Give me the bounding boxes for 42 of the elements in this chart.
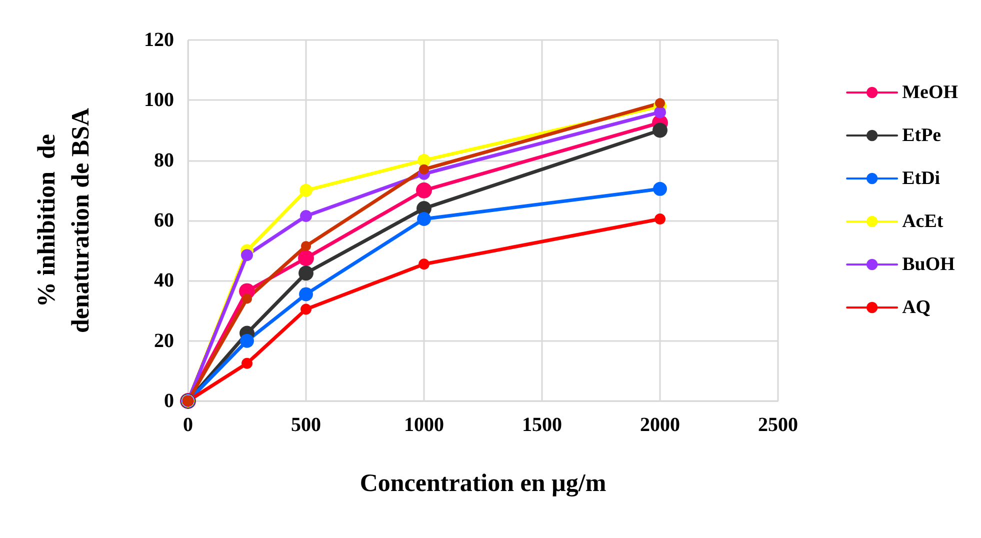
legend-label: BuOH — [902, 254, 956, 275]
point — [652, 122, 668, 138]
x-tick-label: 2000 — [640, 414, 680, 436]
x-tick-label: 1500 — [522, 414, 562, 436]
legend-label: AcEt — [902, 211, 944, 232]
x-tick-label: 500 — [291, 414, 321, 436]
y-tick-label: 120 — [144, 29, 174, 51]
y-tick-label: 20 — [154, 330, 174, 352]
y-tick-label: 80 — [154, 149, 174, 172]
point — [418, 154, 430, 167]
point — [242, 294, 252, 304]
point — [655, 98, 665, 108]
point — [299, 287, 313, 302]
legend-label: MeOH — [902, 82, 958, 103]
x-tick-label: 2500 — [758, 414, 798, 436]
legend-label: EtPe — [902, 125, 942, 146]
point — [416, 182, 432, 198]
point — [301, 241, 311, 252]
y-tick-label: 40 — [154, 270, 174, 292]
point — [654, 214, 666, 224]
point — [242, 358, 252, 369]
point — [654, 106, 666, 118]
legend-label: AQ — [902, 297, 931, 318]
legend-label: EtDi — [902, 168, 940, 189]
point — [417, 212, 431, 226]
point — [300, 184, 312, 197]
point — [653, 182, 667, 196]
y-tick-label: 60 — [154, 210, 174, 232]
x-axis-title: Concentration en µg/m — [360, 470, 606, 497]
y-tick-label: 0 — [164, 390, 174, 412]
point — [418, 258, 430, 270]
point — [419, 164, 429, 174]
point — [241, 249, 253, 262]
point — [240, 334, 254, 348]
x-tick-label: 0 — [183, 414, 193, 436]
point — [298, 250, 314, 266]
y-tick-label: 100 — [144, 89, 174, 112]
point — [300, 304, 312, 315]
point — [300, 210, 312, 222]
y-axis-title: % inhibition de denaturation de BSA — [34, 108, 94, 334]
point — [298, 266, 314, 281]
x-tick-label: 1000 — [404, 414, 444, 436]
